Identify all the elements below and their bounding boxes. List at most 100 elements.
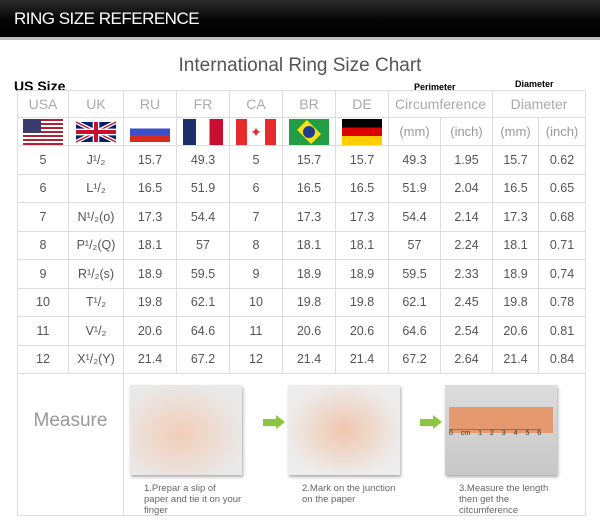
- table-cell: 54.4: [176, 202, 230, 232]
- table-cell: 49.3: [388, 145, 441, 175]
- table-cell: 51.9: [388, 173, 441, 203]
- table-row: 9 R¹/₂(s) 18.9 59.5 9 18.9 18.9 59.5 2.33 18.9 0.7…: [17, 259, 587, 289]
- table-row: 12 X¹/₂(Y) 21.4 67.2 12 21.4 21.4 67.2 2.64 21.4 0…: [17, 344, 587, 374]
- table-cell: 9: [17, 259, 69, 289]
- table-cell: 18.1: [123, 230, 177, 260]
- russia-flag-icon: [130, 121, 170, 142]
- table-cell: 16.5: [335, 173, 389, 203]
- table-cell: X¹/₂(Y): [68, 344, 124, 374]
- table-cell: 0.78: [537, 287, 587, 317]
- table-row: 7 N¹/₂(o) 17.3 54.4 7 17.3 17.3 54.4 2.14 17.3 0.6…: [17, 202, 587, 232]
- table-cell: 17.3: [123, 202, 177, 232]
- measure-label: Measure: [17, 373, 124, 516]
- us-flag-icon: [23, 118, 63, 145]
- table-cell: 21.4: [335, 344, 389, 374]
- table-cell: P¹/₂(Q): [68, 230, 124, 260]
- table-cell: 21.4: [492, 344, 539, 374]
- table-row: 5 J¹/₂ 15.7 49.3 5 15.7 15.7 49.3 1.95 15.7 0.62: [17, 145, 587, 175]
- france-flag-icon: [183, 118, 223, 145]
- table-cell: 2.14: [440, 202, 493, 232]
- table-cell: 21.4: [282, 344, 336, 374]
- table-cell: 18.1: [282, 230, 336, 260]
- table-cell: 6: [17, 173, 69, 203]
- table-cell: 18.9: [335, 259, 389, 289]
- table-cell: 16.5: [282, 173, 336, 203]
- col-br: BR: [282, 90, 336, 118]
- table-cell: 18.1: [492, 230, 539, 260]
- table-cell: 16.5: [492, 173, 539, 203]
- table-cell: 12: [229, 344, 283, 374]
- hand-paper-image: [130, 385, 242, 475]
- table-cell: 12: [17, 344, 69, 374]
- table-cell: T¹/₂: [68, 287, 124, 317]
- table-cell: 11: [229, 316, 283, 346]
- header-bar: RING SIZE REFERENCE: [0, 0, 600, 40]
- germany-flag-icon: [342, 118, 382, 145]
- unit-circ-inch: (inch): [440, 117, 493, 146]
- table-cell: R¹/₂(s): [68, 259, 124, 289]
- table-cell: 2.04: [440, 173, 493, 203]
- table-cell: 8: [17, 230, 69, 260]
- table-cell: 67.2: [176, 344, 230, 374]
- table-cell: 19.8: [123, 287, 177, 317]
- table-cell: 57: [176, 230, 230, 260]
- table-cell: 20.6: [123, 316, 177, 346]
- table-cell: 0.71: [537, 230, 587, 260]
- table-cell: 11: [17, 316, 69, 346]
- table-cell: 20.6: [492, 316, 539, 346]
- table-cell: 62.1: [388, 287, 441, 317]
- table-cell: 51.9: [176, 173, 230, 203]
- table-cell: 54.4: [388, 202, 441, 232]
- table-cell: 0.68: [537, 202, 587, 232]
- table-cell: 57: [388, 230, 441, 260]
- unit-circ-mm: (mm): [388, 117, 441, 146]
- table-cell: 17.3: [335, 202, 389, 232]
- ruler-scale: 0 cm 1 2 3 4 5 6: [449, 429, 542, 437]
- table-cell: 17.3: [492, 202, 539, 232]
- step-2: 2.Mark on the junction on the paper: [288, 385, 400, 505]
- table-cell: 10: [17, 287, 69, 317]
- table-cell: 15.7: [282, 145, 336, 175]
- col-fr: FR: [176, 90, 230, 118]
- table-cell: 7: [229, 202, 283, 232]
- measure-steps: 1.Prepar a slip of paper and tie it on y…: [125, 380, 585, 516]
- table-row: 10 T¹/₂ 19.8 62.1 10 19.8 19.8 62.1 2.45 19.8 0.78: [17, 287, 587, 317]
- table-cell: 19.8: [282, 287, 336, 317]
- perimeter-label: Perimeter: [414, 82, 456, 92]
- table-cell: 2.24: [440, 230, 493, 260]
- table-row: 6 L¹/₂ 16.5 51.9 6 16.5 16.5 51.9 2.04 16.5 0.65: [17, 173, 587, 203]
- table-cell: 49.3: [176, 145, 230, 175]
- step-1: 1.Prepar a slip of paper and tie it on y…: [130, 385, 242, 516]
- brazil-flag-icon: [289, 118, 329, 145]
- col-uk: UK: [68, 90, 124, 118]
- table-cell: 19.8: [492, 287, 539, 317]
- col-diameter: Diameter: [491, 90, 587, 118]
- canada-flag-icon: ✦: [236, 118, 276, 145]
- table-cell: 2.64: [440, 344, 493, 374]
- table-cell: 7: [17, 202, 69, 232]
- header-title: RING SIZE REFERENCE: [14, 9, 200, 28]
- table-cell: 18.9: [492, 259, 539, 289]
- table-cell: 62.1: [176, 287, 230, 317]
- table-cell: J¹/₂: [68, 145, 124, 175]
- table-cell: 0.81: [537, 316, 587, 346]
- table-cell: 20.6: [335, 316, 389, 346]
- col-ca: CA: [229, 90, 283, 118]
- col-de: DE: [335, 90, 389, 118]
- table-cell: 0.84: [537, 344, 587, 374]
- table-cell: 5: [17, 145, 69, 175]
- table-row: 11 V¹/₂ 20.6 64.6 11 20.6 20.6 64.6 2.54 20.6 0.81: [17, 316, 587, 346]
- table-cell: 15.7: [335, 145, 389, 175]
- table-cell: 8: [229, 230, 283, 260]
- table-cell: 18.9: [282, 259, 336, 289]
- col-circumference: Circumference: [388, 90, 493, 118]
- table-cell: 67.2: [388, 344, 441, 374]
- ruler-image: 0 cm 1 2 3 4 5 6: [445, 385, 557, 475]
- step-3: 0 cm 1 2 3 4 5 6 3.Measure the length th…: [445, 385, 557, 516]
- table-cell: 10: [229, 287, 283, 317]
- table-cell: 0.74: [537, 259, 587, 289]
- chart-title: International Ring Size Chart: [178, 55, 422, 76]
- table-cell: 59.5: [388, 259, 441, 289]
- table-cell: 21.4: [123, 344, 177, 374]
- table-cell: 2.45: [440, 287, 493, 317]
